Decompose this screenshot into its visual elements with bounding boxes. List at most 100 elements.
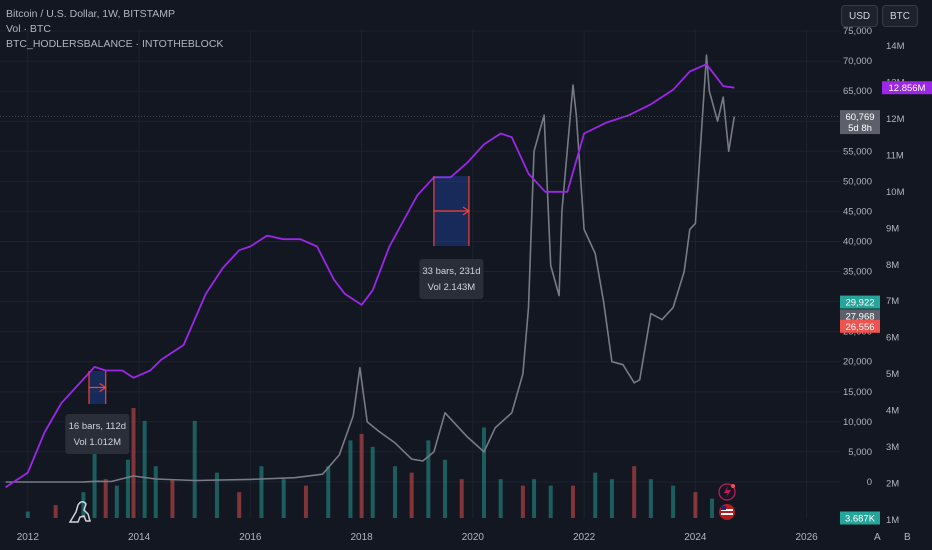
price-axis: 75,00070,00065,00060,00055,00050,00045,0…	[843, 26, 872, 488]
volume-bar	[632, 466, 637, 518]
price-badge-label: 26,556	[845, 322, 874, 333]
grid	[0, 30, 840, 518]
price-tick-label: 15,000	[843, 387, 872, 398]
price-tick-label: 75,000	[843, 26, 872, 37]
volume-bar	[142, 420, 147, 518]
flag-icon[interactable]	[719, 504, 735, 520]
volume-bar	[237, 492, 242, 518]
axis-b-label[interactable]: B	[904, 532, 911, 543]
hodlers-tick-label: 5M	[886, 369, 899, 380]
hodlers-tick-label: 11M	[886, 150, 904, 161]
price-tick-label: 65,000	[843, 86, 872, 97]
price-badge-label: 60,769	[845, 112, 874, 123]
price-tick-label: 20,000	[843, 357, 872, 368]
time-tick-label: 2022	[573, 532, 596, 543]
volume-bar	[392, 466, 397, 518]
price-tick-label: 70,000	[843, 56, 872, 67]
tradingview-logo-icon	[68, 501, 91, 523]
price-tick-label: 50,000	[843, 176, 872, 187]
volume-bar	[81, 492, 86, 518]
volume-bar	[25, 511, 30, 518]
volume-bar	[125, 459, 130, 518]
chart-legend: Bitcoin / U.S. Dollar, 1W, BITSTAMP Vol …	[6, 7, 223, 52]
price-badge	[840, 319, 880, 333]
axis-a-label[interactable]: A	[874, 532, 881, 543]
volume-bar	[481, 427, 486, 518]
price-badge-countdown: 5d 8h	[848, 123, 872, 134]
price-badge-label: 12.856M	[889, 83, 926, 94]
measure-callout	[419, 259, 484, 299]
price-badge	[840, 309, 880, 323]
symbol-legend[interactable]: Bitcoin / U.S. Dollar, 1W, BITSTAMP	[6, 8, 176, 20]
volume-bar	[92, 440, 97, 518]
volume-bar	[103, 479, 108, 518]
volume-bar	[359, 433, 364, 518]
time-tick-label: 2018	[350, 532, 373, 543]
volume-bar	[520, 485, 525, 518]
volume-bar	[693, 492, 698, 518]
volume-bar	[348, 440, 353, 518]
volume-bar	[370, 446, 375, 518]
price-tick-label: 0	[867, 477, 872, 488]
measure-arrowhead	[99, 383, 107, 392]
hodlers-axis: 14M13M12M11M10M9M8M7M6M5M4M3M2M1M	[886, 41, 905, 526]
hodlers-tick-label: 2M	[886, 479, 899, 490]
volume-bar	[131, 408, 136, 518]
hodlers-tick-label: 10M	[886, 187, 905, 198]
currency-button[interactable]: USD	[841, 5, 879, 27]
measure-volume-label: Vol 2.143M	[428, 282, 476, 293]
series-layer	[0, 54, 840, 488]
hodlers-tick-label: 12M	[886, 114, 905, 125]
volume-bar	[281, 479, 286, 518]
volume-bar	[459, 479, 464, 518]
time-tick-label: 2012	[17, 532, 40, 543]
price-badge-label: 29,922	[845, 298, 874, 309]
price-badge	[840, 295, 880, 309]
price-badge-label: 27,968	[845, 311, 874, 322]
time-tick-label: 2020	[462, 532, 485, 543]
volume-bar	[443, 459, 448, 518]
volume-bar	[53, 505, 58, 518]
price-badge	[840, 110, 880, 135]
hodlers-tick-label: 1M	[886, 515, 899, 526]
time-axis: 2012 2014 2016 2018 2020 2022 2024 2026	[17, 532, 818, 543]
price-badge	[840, 511, 880, 525]
volume-bar	[214, 472, 219, 518]
volume-bar	[326, 466, 331, 518]
hodlers-tick-label: 7M	[886, 296, 899, 307]
price-tick-label: 45,000	[843, 206, 872, 217]
volume-bar	[192, 420, 197, 518]
volume-bar	[648, 479, 653, 518]
volume-bar	[303, 485, 308, 518]
volume-bar	[498, 479, 503, 518]
volume-bar	[532, 479, 537, 518]
time-tick-label: 2024	[684, 532, 707, 543]
indicator-legend[interactable]: BTC_HODLERSBALANCE · INTOTHEBLOCK	[6, 38, 224, 50]
measure-volume-label: Vol 1.012M	[74, 437, 122, 448]
time-tick-label: 2026	[795, 532, 818, 543]
volume-bar	[114, 485, 119, 518]
volume-bar	[409, 472, 414, 518]
volume-bars	[25, 408, 731, 518]
hodlers-tick-label: 9M	[886, 223, 899, 234]
measure-callout	[65, 414, 130, 454]
base-currency-button[interactable]: BTC	[882, 5, 918, 27]
volume-bar	[153, 466, 158, 518]
lightning-icon[interactable]	[718, 483, 736, 501]
hodlers-tick-label: 8M	[886, 260, 899, 271]
price-tick-label: 10,000	[843, 417, 872, 428]
volume-bar	[570, 485, 575, 518]
volume-bar	[710, 498, 715, 518]
hodlers-tick-label: 3M	[886, 442, 899, 453]
time-tick-label: 2014	[128, 532, 151, 543]
price-tick-label: 40,000	[843, 236, 872, 247]
time-tick-label: 2016	[239, 532, 262, 543]
price-line	[5, 54, 736, 483]
price-tick-label: 5,000	[848, 447, 872, 458]
measure-arrowhead	[462, 206, 471, 216]
price-badge-label: 3.687K	[845, 514, 876, 525]
volume-legend[interactable]: Vol · BTC	[6, 23, 51, 35]
measurements: 16 bars, 112d Vol 1.012M 33 bars, 231d Vol …	[65, 176, 484, 454]
